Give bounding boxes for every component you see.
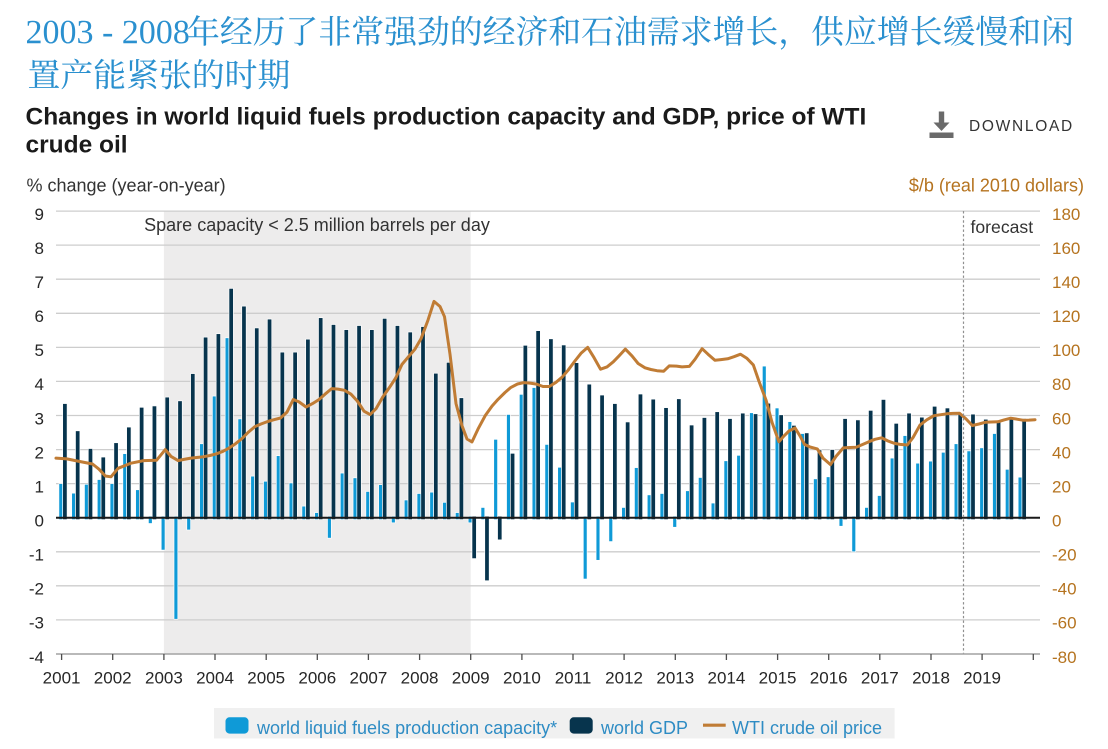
svg-text:Changes in world liquid fuels: Changes in world liquid fuels production…: [26, 103, 867, 130]
svg-text:8: 8: [35, 239, 44, 258]
svg-text:2: 2: [35, 443, 44, 462]
svg-text:-4: -4: [29, 648, 44, 667]
svg-text:6: 6: [35, 307, 44, 326]
svg-text:20: 20: [1052, 477, 1071, 496]
svg-text:120: 120: [1052, 307, 1080, 326]
svg-text:DOWNLOAD: DOWNLOAD: [969, 118, 1074, 135]
svg-text:forecast: forecast: [971, 217, 1034, 237]
svg-text:100: 100: [1052, 341, 1080, 360]
svg-text:2003: 2003: [145, 669, 183, 688]
svg-text:-20: -20: [1052, 546, 1077, 565]
svg-text:2013: 2013: [656, 669, 694, 688]
svg-text:7: 7: [35, 273, 44, 292]
svg-text:-40: -40: [1052, 580, 1077, 599]
svg-text:2019: 2019: [963, 669, 1001, 688]
svg-text:2011: 2011: [555, 669, 592, 688]
svg-text:0: 0: [1052, 512, 1061, 531]
svg-text:crude oil: crude oil: [26, 131, 128, 158]
svg-text:2001: 2001: [43, 669, 81, 688]
svg-text:2014: 2014: [707, 669, 745, 688]
svg-text:4: 4: [35, 375, 44, 394]
svg-text:160: 160: [1052, 239, 1080, 258]
svg-text:3: 3: [35, 409, 44, 428]
svg-text:5: 5: [35, 341, 44, 360]
svg-text:2008: 2008: [401, 669, 439, 688]
svg-text:-80: -80: [1052, 648, 1077, 667]
svg-text:Spare capacity < 2.5 million b: Spare capacity < 2.5 million barrels per…: [144, 215, 490, 235]
svg-text:80: 80: [1052, 375, 1071, 394]
svg-text:-60: -60: [1052, 614, 1077, 633]
svg-text:% change (year-on-year): % change (year-on-year): [27, 175, 226, 195]
svg-text:0: 0: [35, 512, 44, 531]
svg-text:-2: -2: [29, 580, 44, 599]
svg-text:2016: 2016: [810, 669, 848, 688]
svg-text:40: 40: [1052, 443, 1071, 462]
svg-text:180: 180: [1052, 205, 1080, 224]
svg-text:WTI crude oil price: WTI crude oil price: [732, 718, 882, 738]
svg-text:-1: -1: [29, 546, 44, 565]
svg-text:9: 9: [35, 205, 44, 224]
svg-text:2004: 2004: [196, 669, 234, 688]
svg-text:world liquid fuels production: world liquid fuels production capacity*: [256, 718, 557, 738]
svg-text:2002: 2002: [94, 669, 132, 688]
svg-text:-3: -3: [29, 614, 44, 633]
svg-text:2017: 2017: [861, 669, 899, 688]
svg-text:2012: 2012: [605, 669, 643, 688]
svg-text:2005: 2005: [247, 669, 285, 688]
svg-text:world GDP: world GDP: [600, 718, 688, 738]
svg-text:2006: 2006: [298, 669, 336, 688]
svg-text:1: 1: [35, 477, 44, 496]
svg-text:2015: 2015: [759, 669, 797, 688]
svg-text:$/b (real 2010 dollars): $/b (real 2010 dollars): [909, 175, 1084, 195]
svg-text:2018: 2018: [912, 669, 950, 688]
svg-text:140: 140: [1052, 273, 1080, 292]
svg-text:60: 60: [1052, 409, 1071, 428]
svg-text:2009: 2009: [452, 669, 490, 688]
svg-text:2010: 2010: [503, 669, 541, 688]
svg-text:2007: 2007: [349, 669, 387, 688]
